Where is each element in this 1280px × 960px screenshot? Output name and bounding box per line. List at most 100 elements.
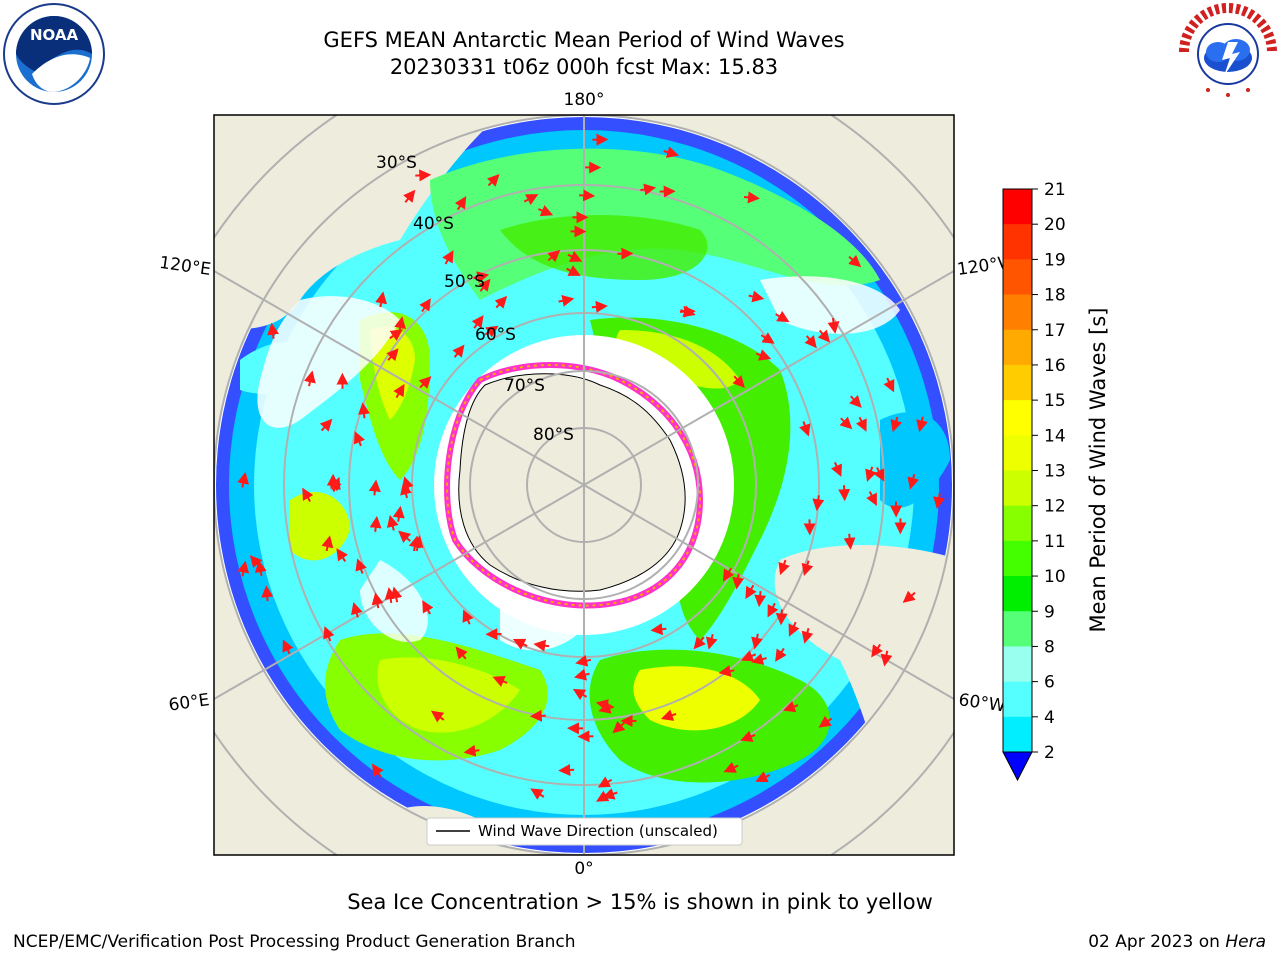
wind-wave-arrow [415, 169, 432, 182]
chart-subtitle: 20230331 t06z 000h fcst Max: 15.83 [389, 55, 779, 79]
wind-wave-arrow [455, 646, 468, 660]
wind-wave-arrow [598, 702, 614, 714]
wind-wave-arrow [871, 643, 883, 658]
wind-wave-arrow [353, 431, 365, 447]
colorbar-bin [1003, 576, 1032, 612]
wind-wave-arrow [512, 638, 528, 650]
colorbar-tick-label: 6 [1044, 673, 1055, 693]
colorbar-tick-label: 15 [1044, 391, 1066, 411]
colorbar-tick-label: 20 [1044, 215, 1066, 235]
wind-wave-arrow [384, 587, 397, 604]
wind-wave-arrow [933, 493, 945, 510]
colorbar-bin [1003, 329, 1032, 366]
wind-wave-arrow [529, 709, 546, 722]
colorbar-tick-label: 16 [1044, 356, 1066, 376]
antarctica-land [458, 373, 686, 592]
colorbar-bin [1003, 400, 1032, 436]
wind-wave-arrow [389, 329, 403, 341]
chart-title: GEFS MEAN Antarctic Mean Period of Wind … [323, 28, 845, 52]
wind-wave-arrow [818, 715, 833, 728]
wind-wave-arrow [547, 249, 561, 263]
lon-label-180: 180° [564, 90, 605, 110]
wind-wave-arrow [827, 317, 840, 334]
wind-wave-arrow [369, 515, 382, 532]
lon-label-60e: 60°E [167, 690, 210, 715]
wind-wave-arrow [530, 788, 545, 800]
colorbar-tick-label: 13 [1044, 462, 1066, 482]
wind-wave-arrow [419, 298, 431, 313]
footer-date-text: 02 Apr 2023 on [1088, 932, 1226, 952]
wind-wave-arrow [848, 254, 862, 268]
wind-wave-arrow [261, 585, 274, 602]
wind-wave-arrow [801, 560, 814, 577]
map-legend: Wind Wave Direction (unscaled) [426, 817, 743, 846]
wind-wave-arrow [558, 294, 575, 307]
wind-wave-arrow [533, 639, 550, 652]
wind-wave-arrow [411, 535, 424, 552]
colorbar-label: Mean Period of Wind Waves [s] [1086, 308, 1110, 633]
wind-wave-arrow [723, 761, 739, 773]
wind-wave-arrow [386, 514, 399, 531]
latitude-labels: 30°S 40°S 50°S 60°S 70°S 80°S [376, 153, 574, 445]
wind-wave-arrow [902, 590, 916, 603]
wind-wave-arrow [579, 189, 596, 202]
wind-wave-arrow [880, 650, 893, 667]
wind-wave-arrow [907, 473, 920, 490]
wind-wave-arrow [462, 609, 474, 625]
wind-wave-arrow [812, 495, 825, 512]
wind-wave-arrow [693, 636, 706, 650]
wind-wave-arrow [801, 628, 814, 644]
wind-wave-arrow [249, 555, 263, 569]
wind-wave-arrow [478, 278, 491, 292]
wind-wave-arrow [748, 290, 765, 303]
wind-wave-arrow [640, 183, 657, 196]
lat-label-30s: 30°S [376, 153, 417, 173]
wind-wave-arrow [778, 559, 790, 576]
colorbar-tick-label: 4 [1044, 708, 1055, 728]
wind-wave-arrow [282, 639, 294, 655]
lat-label-80s: 80°S [533, 425, 574, 445]
colorbar-tick-label: 19 [1044, 250, 1066, 270]
wind-wave-arrow [650, 623, 667, 636]
colorbar-bin [1003, 435, 1032, 471]
wind-wave-arrow [492, 675, 508, 687]
colorbar-tick-label: 10 [1044, 567, 1066, 587]
colorbar-bin [1003, 505, 1032, 542]
wind-wave-arrow [375, 291, 388, 308]
wind-wave-arrow [442, 250, 454, 265]
colorbar-tick-label: 18 [1044, 286, 1066, 306]
wind-wave-arrow [873, 467, 885, 482]
wind-wave-arrow [566, 265, 581, 276]
wind-wave-arrow [830, 461, 842, 477]
colorbar-tick-label: 14 [1044, 426, 1066, 446]
legend-label: Wind Wave Direction (unscaled) [478, 822, 718, 840]
wind-wave-arrow [538, 205, 554, 217]
colorbar-bin [1003, 259, 1032, 296]
wind-wave-arrow [838, 485, 851, 502]
wind-wave-arrow [463, 744, 480, 757]
wind-wave-arrow [767, 602, 779, 618]
wind-wave-arrow [591, 300, 608, 313]
wind-wave-arrow [597, 776, 613, 788]
wind-wave-arrow [804, 335, 817, 349]
wind-wave-arrow [486, 173, 500, 187]
wind-wave-arrow [422, 600, 434, 615]
wind-wave-arrow [237, 471, 249, 488]
wind-wave-arrow [321, 535, 334, 552]
wind-wave-arrow [430, 710, 445, 723]
colorbar: 21 20 19 18 17 16 15 14 13 12 11 10 9 8 6 4 2 [1002, 180, 1066, 782]
wind-wave-arrow [916, 416, 928, 433]
nws-logo [1178, 2, 1278, 106]
wind-wave-arrow [567, 250, 583, 262]
colorbar-tick-label: 21 [1044, 180, 1066, 200]
lat-label-70s: 70°S [504, 376, 545, 396]
wind-wave-arrow [817, 329, 831, 343]
footer-host: Hera [1225, 932, 1266, 952]
wind-wave-arrow [612, 720, 626, 734]
wind-wave-arrow [393, 383, 405, 399]
wind-wave-arrow [718, 665, 735, 677]
wind-wave-arrow [386, 348, 399, 362]
colorbar-tick-label: 2 [1044, 743, 1055, 763]
colorbar-bin [1003, 681, 1032, 718]
